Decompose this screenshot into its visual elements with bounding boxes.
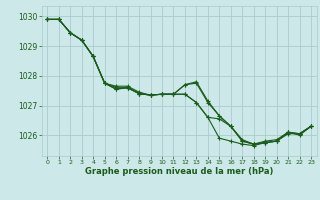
X-axis label: Graphe pression niveau de la mer (hPa): Graphe pression niveau de la mer (hPa): [85, 167, 273, 176]
